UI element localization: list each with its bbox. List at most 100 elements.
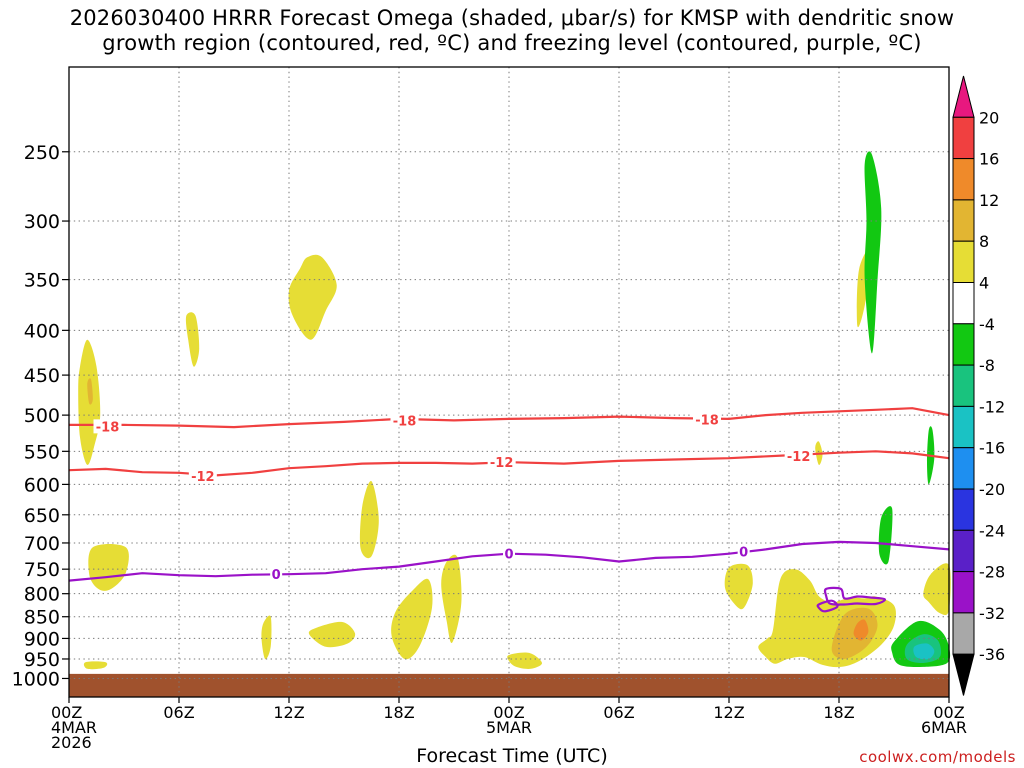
colorbar-label: 12 [979,191,999,210]
contour-label: -18 [695,414,719,429]
omega-region [88,543,129,591]
colorbar-label: 4 [979,274,989,293]
y-tick-label: 400 [24,320,60,342]
x-tick-label: 18Z [383,703,414,722]
colorbar-arrow-bottom [952,653,975,696]
x-tick-label: 18Z [823,703,854,722]
x-tick-label: 12Z [713,703,744,722]
freezing-level-closed-contour [823,586,886,606]
y-tick-label: 300 [24,211,60,233]
colorbar-bin [952,571,975,614]
colorbar-bin [952,488,975,531]
chart-title: 2026030400 HRRR Forecast Omega (shaded, … [0,6,1024,56]
y-tick-label: 250 [24,142,60,164]
y-tick-label: 650 [24,505,60,527]
colorbar-bin [952,240,975,283]
contour-label: -12 [787,450,811,465]
colorbar-label: -12 [979,397,1005,416]
x-tick-label: 12Z [273,703,304,722]
colorbar-bin [952,116,975,160]
colorbar-bin [952,447,975,490]
colorbar-bin [952,612,975,655]
colorbar-label: -28 [979,563,1005,582]
omega-region [853,619,869,641]
colorbar-bin [952,364,975,407]
omega-region [923,563,951,616]
contour-line [69,407,950,429]
x-tick-label: 00Z [933,703,964,722]
y-tick-label: 950 [24,649,60,671]
omega-region [288,254,337,340]
omega-region [781,628,802,642]
contour-layer: -18 -18 -18 -12 -12 -12 0 0 0 [68,407,950,613]
y-tick-label: 350 [24,270,60,292]
y-tick-label: 600 [24,474,60,496]
contour-label: 0 [504,548,513,563]
omega-region [913,643,935,660]
contour-label: 0 [272,568,281,583]
colorbar-bin [952,529,975,573]
x-tick-label: 06Z [163,703,194,722]
colorbar-label: -20 [979,480,1005,499]
colorbar-bin [952,323,975,366]
contour-label-background [487,455,516,470]
omega-shaded-layer [78,151,951,670]
y-tick-label: 800 [24,584,60,606]
contour-label-background [270,567,283,582]
omega-region [185,312,200,367]
y-tick-label: 500 [24,405,60,427]
contour-label-background [503,546,515,561]
omega-region [391,578,433,660]
x-tick-label: 00Z [51,703,82,722]
x-axis-label: Forecast Time (UTC) [416,745,608,767]
contour-label-background [188,469,217,484]
contour-label-background [784,449,813,464]
y-tick-label: 450 [24,365,60,387]
colorbar-label: 20 [979,108,999,127]
x-tick-label: 6MAR [921,718,967,737]
y-tick-label: 1000 [12,668,60,690]
colorbar-label: -24 [979,521,1005,540]
x-tick-label: 00Z [493,703,524,722]
omega-region [507,652,543,669]
omega-region [87,378,93,405]
colorbar-bin [952,282,975,325]
freezing-level-closed-contour [816,599,839,613]
colorbar-label: -8 [979,356,995,375]
colorbar: 20 16 12 8 4 -4 -8 -12 -16 -20 -24 -28 -32 -36 [952,75,1005,696]
x-tick-label: 4MAR [51,718,97,737]
y-tick-label: 550 [24,441,60,463]
omega-region [864,151,882,354]
colorbar-bin [952,158,975,201]
contour-label: -12 [490,456,514,471]
x-tick-label: 5MAR [486,718,532,737]
colorbar-arrow-top [952,75,975,118]
x-tick-label: 06Z [603,703,634,722]
omega-region [878,506,893,565]
omega-region [359,480,379,559]
contour-label: 0 [739,546,748,561]
contour-label-background [93,419,122,434]
colorbar-label: -32 [979,604,1005,623]
y-tick-label: 750 [24,559,60,581]
colorbar-label: -16 [979,439,1005,458]
colorbar-label: 8 [979,232,989,251]
contour-label-background [693,412,721,427]
contour-label: -18 [96,420,120,435]
colorbar-label: 16 [979,150,999,169]
x-tick-label: 2026 [51,733,92,752]
y-tick-label: 700 [24,533,60,555]
colorbar-label: -36 [979,645,1005,664]
contour-label-background [390,413,419,428]
y-tick-label: 850 [24,607,60,629]
contour-label-background [737,544,750,559]
omega-region [441,554,462,643]
colorbar-bin [952,405,975,449]
omega-region [83,661,108,670]
contour-label: -18 [393,414,417,429]
omega-region [308,621,356,648]
colorbar-label: -4 [979,315,995,334]
site-credit: coolwx.com/models [859,748,1016,766]
